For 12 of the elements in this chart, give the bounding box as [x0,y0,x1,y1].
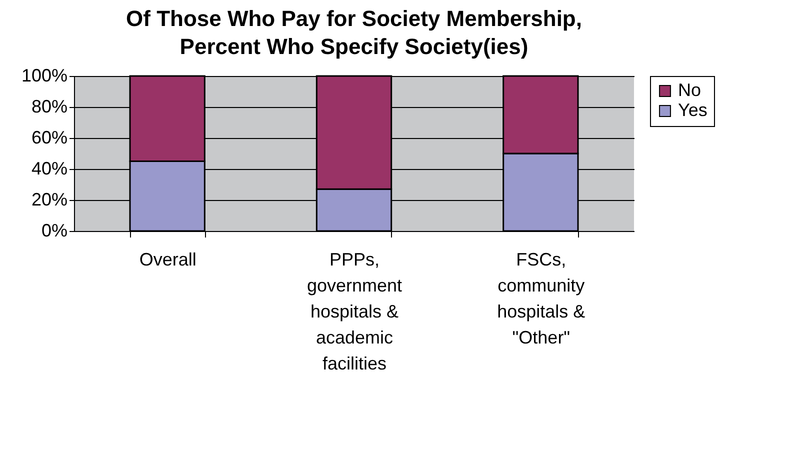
x-tick-label: PPPs, government hospitals & academic facilities [306,250,402,374]
y-tick-label: 100% [21,66,68,86]
x-tick-label: FSCs, community hospitals & "Other" [497,250,586,348]
legend-label: Yes [678,100,708,120]
x-tick-label: Overall [139,250,196,270]
chart-title: Of Those Who Pay for Society Membership, Percent Who Specify Society(ies) [126,6,582,59]
y-tick-label: 60% [31,128,68,148]
y-tick-label: 0% [41,220,68,240]
y-tick-label: 40% [31,158,68,178]
y-tick-label: 80% [31,96,68,116]
legend-label: No [678,80,702,100]
y-tick-label: 20% [31,190,68,210]
